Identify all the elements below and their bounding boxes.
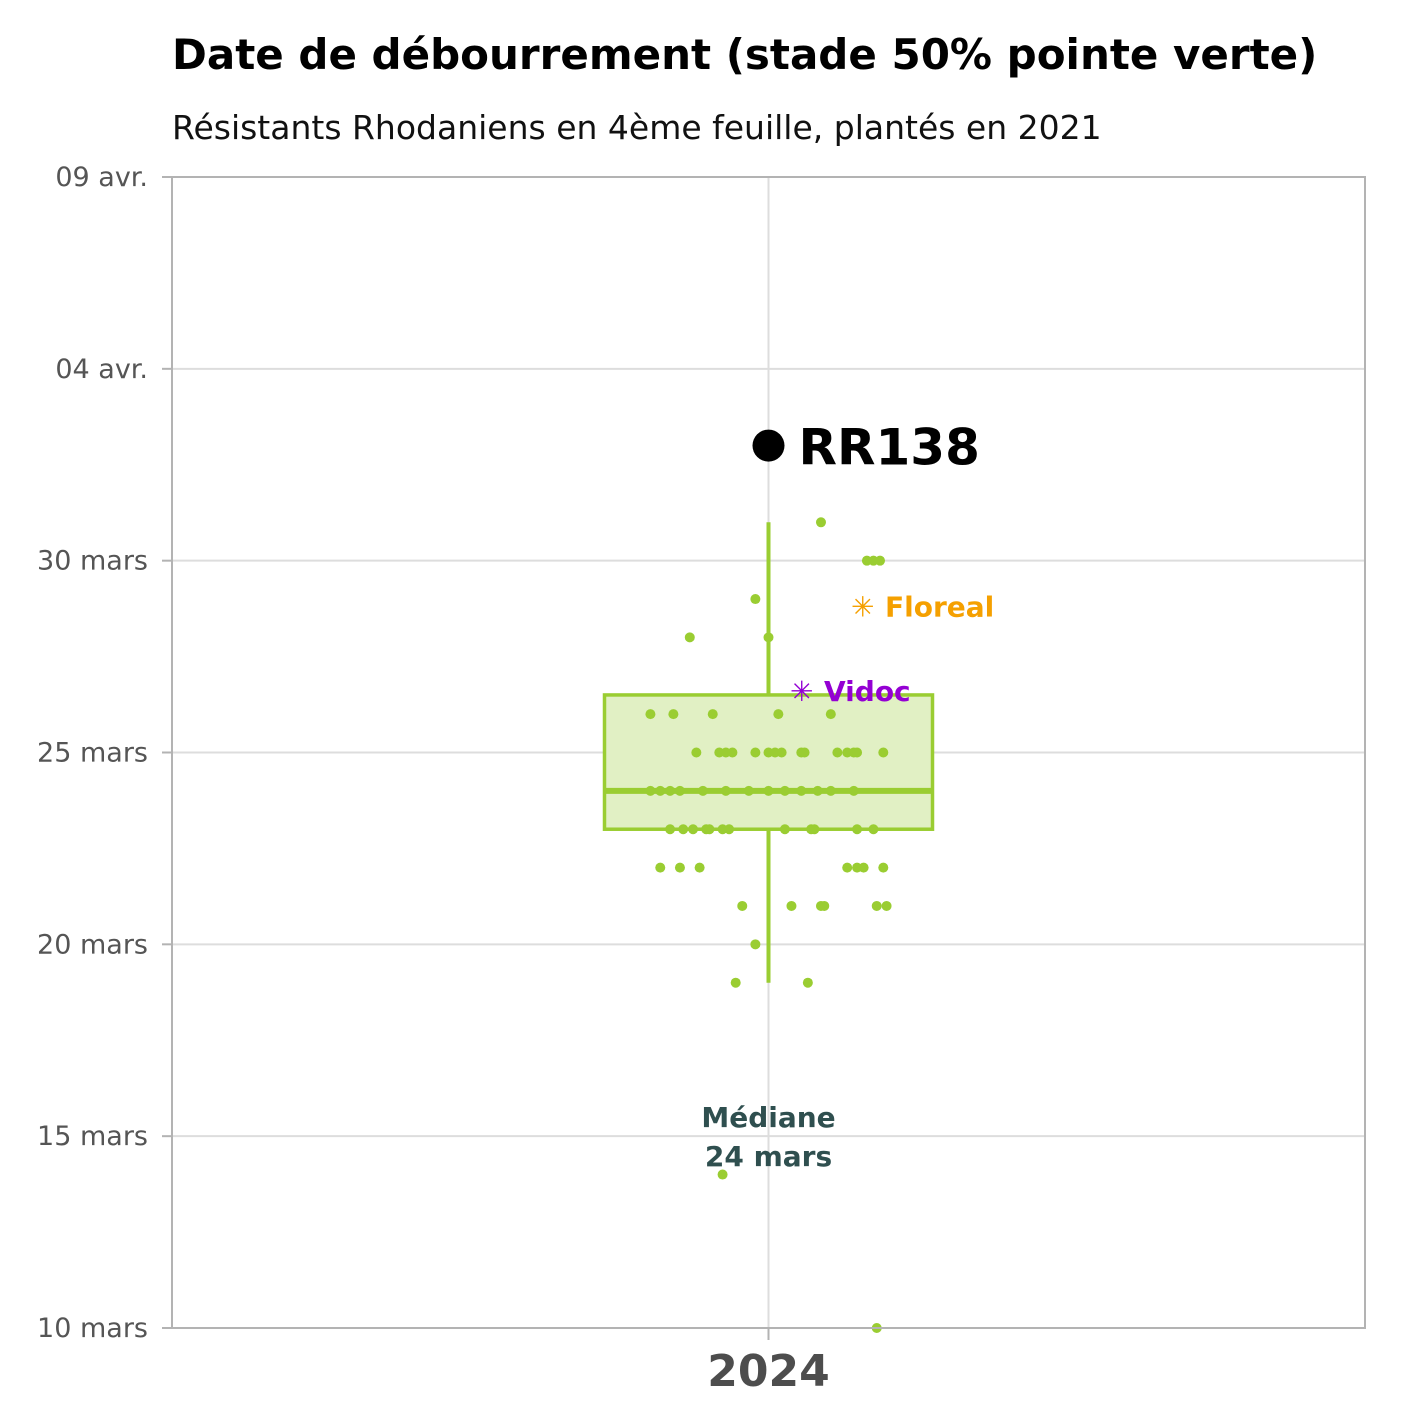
- data-point: [655, 785, 666, 796]
- chart-title: Date de débourrement (stade 50% pointe v…: [172, 30, 1318, 79]
- chart-subtitle: Résistants Rhodaniens en 4ème feuille, p…: [172, 108, 1102, 147]
- data-point: [825, 709, 836, 720]
- reference-label-floreal: Floreal: [885, 591, 994, 624]
- reference-symbol: ✳: [790, 675, 813, 708]
- y-tick-label: 09 avr.: [55, 162, 148, 193]
- reference-label-vidoc: Vidoc: [824, 675, 911, 708]
- data-point: [852, 747, 863, 758]
- data-point: [684, 632, 695, 643]
- data-point: [750, 594, 761, 605]
- y-tick-label: 30 mars: [37, 546, 148, 577]
- data-point: [776, 747, 787, 758]
- data-point: [691, 747, 702, 758]
- data-point: [858, 862, 869, 873]
- data-point: [809, 824, 820, 835]
- data-point: [832, 747, 843, 758]
- interquartile-box: [602, 693, 935, 831]
- data-point: [704, 824, 715, 835]
- data-point: [878, 862, 889, 873]
- data-point: [645, 709, 656, 720]
- data-point: [815, 517, 826, 528]
- data-point: [852, 824, 863, 835]
- data-point: [724, 824, 735, 835]
- data-point: [665, 785, 676, 796]
- annotation-layer: RR138 ✳ Floreal ✳ Vidoc Médiane 24 mars: [701, 419, 994, 1173]
- data-point: [688, 824, 699, 835]
- data-point: [737, 900, 748, 911]
- data-point: [868, 824, 879, 835]
- data-point: [668, 709, 679, 720]
- data-point: [773, 709, 784, 720]
- data-point: [730, 977, 741, 988]
- data-point: [825, 785, 836, 796]
- median-annotation-line2: 24 mars: [705, 1140, 832, 1173]
- points-layer: [645, 517, 892, 1333]
- data-point: [786, 900, 797, 911]
- data-point: [674, 785, 685, 796]
- data-point: [697, 785, 708, 796]
- y-tick-label: 10 mars: [37, 1313, 148, 1344]
- data-point: [750, 747, 761, 758]
- data-point: [848, 785, 859, 796]
- data-point: [727, 747, 738, 758]
- data-point: [842, 862, 853, 873]
- data-point: [678, 824, 689, 835]
- y-tick-label: 15 mars: [37, 1121, 148, 1152]
- data-point: [878, 747, 889, 758]
- y-tick-label: 04 avr.: [55, 354, 148, 385]
- data-point: [655, 862, 666, 873]
- data-point: [717, 1169, 728, 1180]
- highlight-label: RR138: [799, 419, 980, 477]
- data-point: [812, 785, 823, 796]
- box-layer: [602, 522, 935, 983]
- data-point: [763, 632, 774, 643]
- data-point: [881, 900, 892, 911]
- data-point: [674, 862, 685, 873]
- data-point: [750, 939, 761, 950]
- median-annotation-line1: Médiane: [701, 1101, 835, 1134]
- data-point: [763, 785, 774, 796]
- data-point: [796, 785, 807, 796]
- data-point: [779, 785, 790, 796]
- data-point: [665, 824, 676, 835]
- data-point: [694, 862, 705, 873]
- data-point: [819, 900, 830, 911]
- data-point: [743, 785, 754, 796]
- data-point: [802, 977, 813, 988]
- data-point: [871, 900, 882, 911]
- data-point: [720, 785, 731, 796]
- data-point: [707, 709, 718, 720]
- data-point: [779, 824, 790, 835]
- highlight-point: [752, 429, 785, 462]
- x-tick-label: 2024: [707, 1346, 829, 1397]
- data-point: [799, 747, 810, 758]
- data-point: [645, 785, 656, 796]
- y-tick-label: 20 mars: [37, 929, 148, 960]
- reference-symbol: ✳: [851, 591, 874, 624]
- data-point: [875, 555, 886, 566]
- y-tick-label: 25 mars: [37, 738, 148, 769]
- axis-layer: 10 mars 15 mars 20 mars 25 mars 30 mars 04 av…: [37, 162, 1366, 1397]
